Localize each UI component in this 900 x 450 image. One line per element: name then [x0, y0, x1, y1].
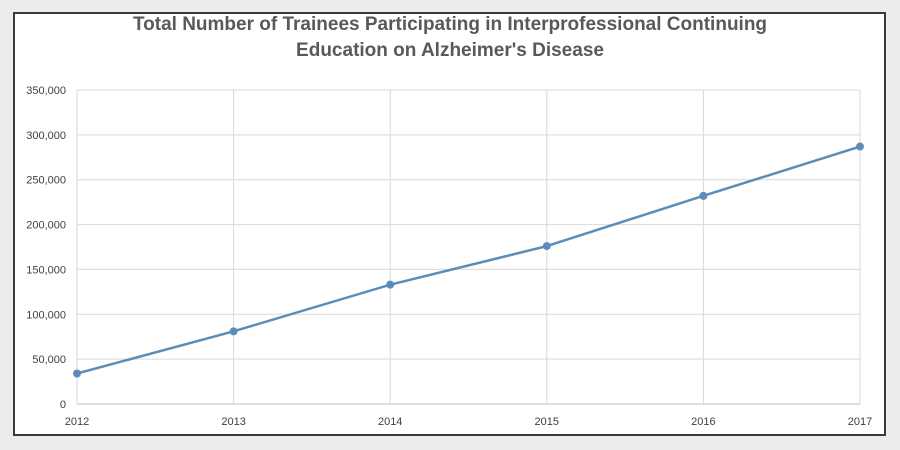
x-axis-tick-labels: 2012 2013 2014 2015 2016 2017 [65, 416, 872, 428]
x-tick-label: 2012 [65, 416, 89, 428]
chart-title-line-1: Total Number of Trainees Participating i… [132, 14, 768, 35]
y-tick-label: 100,000 [26, 309, 66, 321]
data-point [542, 242, 551, 251]
chart-frame [13, 12, 886, 436]
x-tick-label: 2017 [848, 416, 872, 428]
data-point [856, 142, 864, 151]
chart-title: Total Number of Trainees Participating i… [0, 12, 900, 64]
y-tick-label: 300,000 [26, 130, 66, 142]
x-tick-label: 2013 [221, 416, 245, 428]
y-tick-label: 150,000 [26, 264, 66, 276]
series-group [73, 142, 864, 378]
y-axis-tick-labels: 0 50,000 100,000 150,000 200,000 250,000 300,0… [26, 85, 66, 411]
gridlines [76, 89, 861, 405]
series-line [76, 145, 861, 375]
x-tick-label: 2016 [691, 416, 715, 428]
data-point [73, 369, 81, 378]
y-tick-label: 250,000 [26, 175, 66, 187]
x-tick-label: 2014 [378, 416, 402, 428]
y-tick-label: 0 [60, 399, 66, 411]
x-tick-label: 2015 [535, 416, 559, 428]
data-point [386, 280, 395, 289]
y-tick-label: 50,000 [32, 354, 66, 366]
data-point [699, 191, 708, 200]
data-point [229, 327, 238, 336]
y-tick-label: 350,000 [26, 85, 66, 97]
chart-title-line-2: Education on Alzheimer's Disease [296, 40, 604, 61]
y-tick-label: 200,000 [26, 220, 66, 232]
